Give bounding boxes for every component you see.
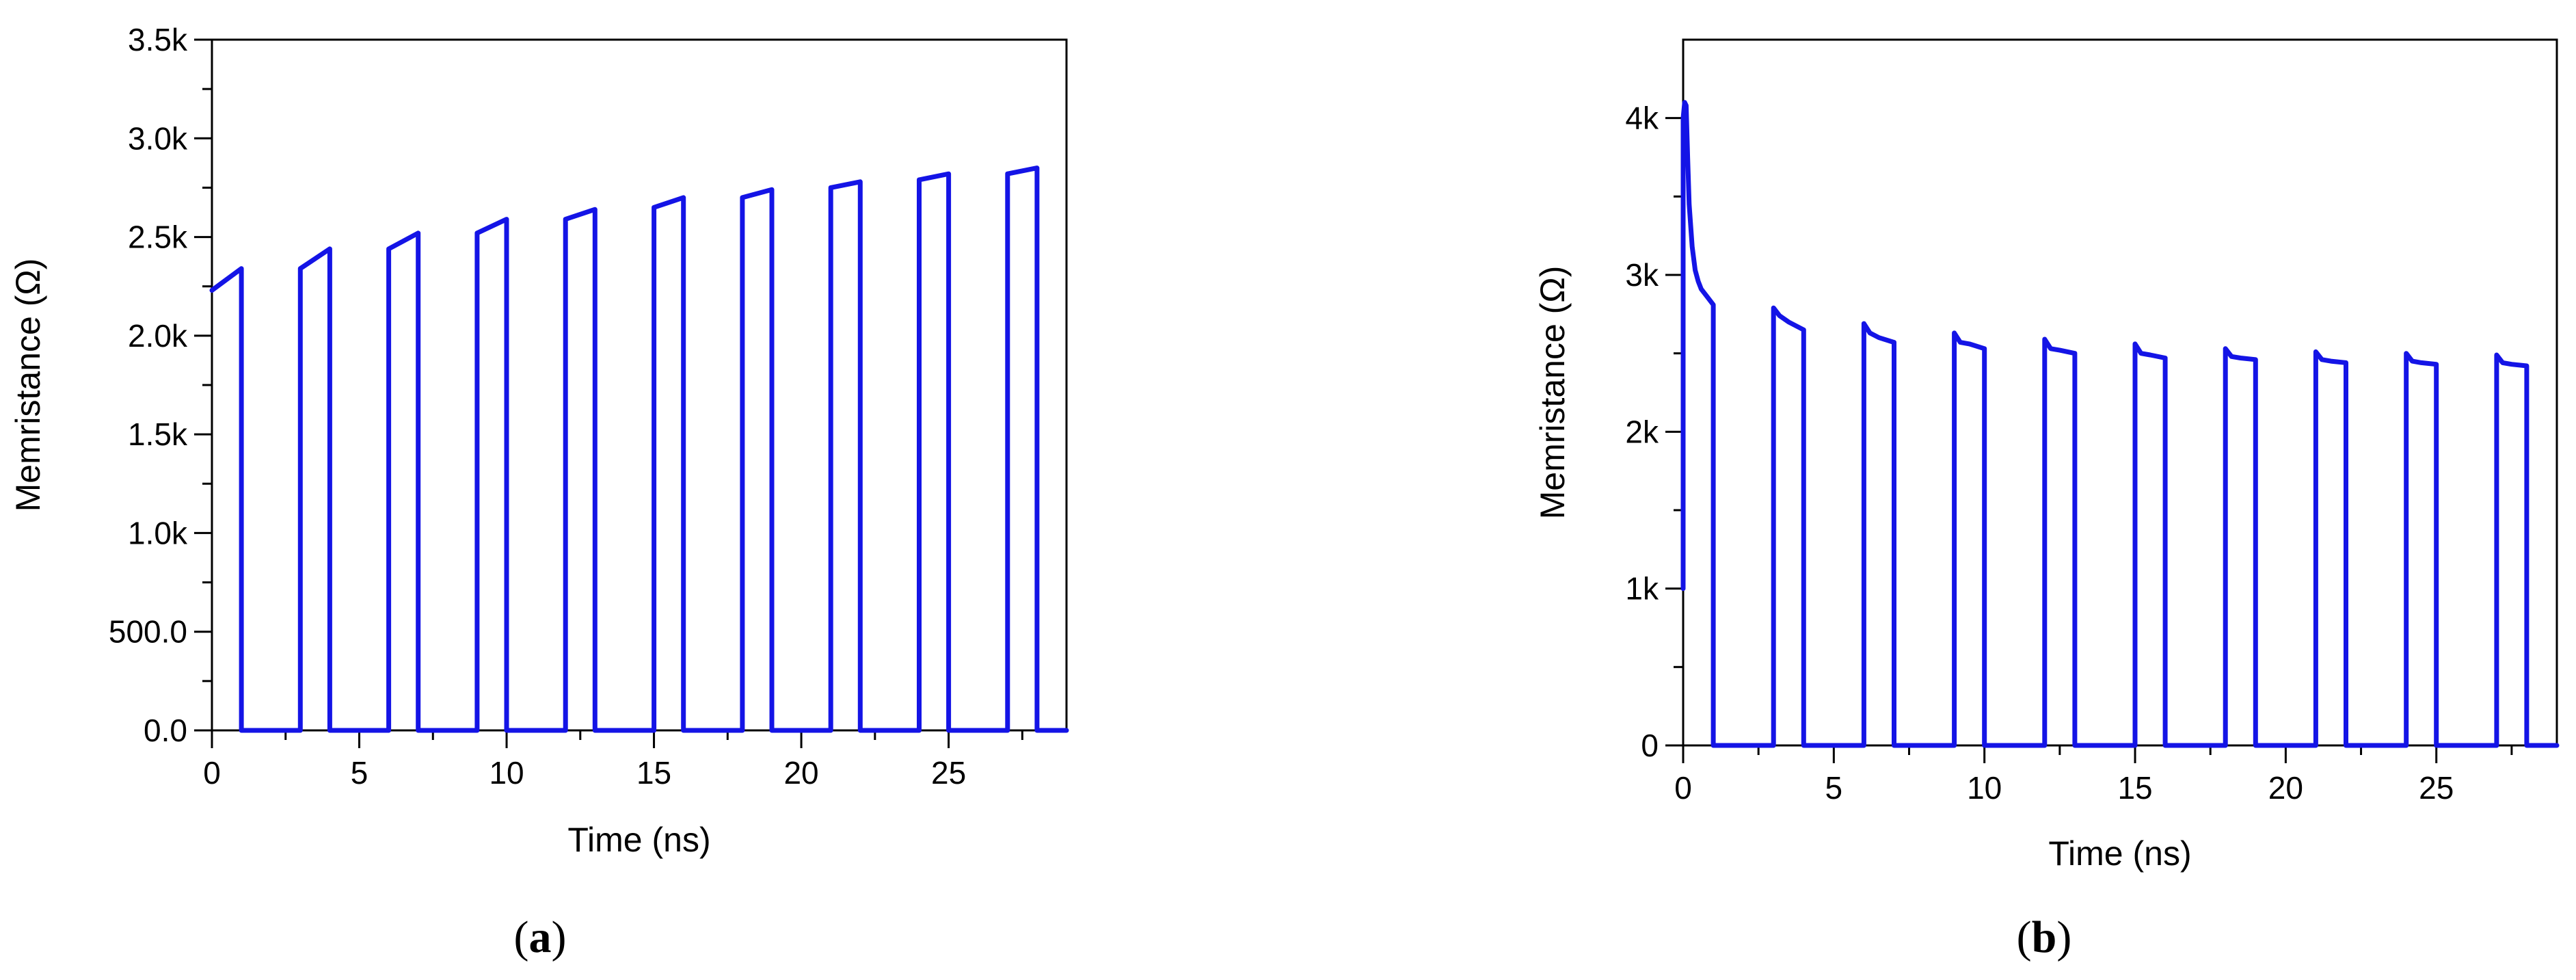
y-tick-label: 3.5k	[128, 22, 188, 57]
chart-b: 0 5 10 15 20 25 0 1k 2k 3k 4k Time (ns) Memristance …	[1533, 38, 2560, 873]
panel-b-label-open: (	[2017, 912, 2032, 962]
y-tick-label: 2.5k	[128, 220, 188, 255]
y-tick-label: 1.5k	[128, 416, 188, 452]
series-line	[209, 165, 1069, 733]
y-axis-label: Memristance (Ω)	[1533, 266, 1572, 520]
y-tick-label: 0	[1641, 728, 1659, 763]
y-axis-label: Memristance (Ω)	[9, 259, 47, 512]
x-tick-label: 20	[783, 755, 818, 791]
panel-a: 0 5 10 15 20 25 0.0 500.0 1.0k 1.5k 2.0k 2.5k 3.0k 3.…	[9, 22, 1069, 962]
panel-b-label-close: )	[2056, 912, 2071, 962]
x-tick-label: 0	[1674, 770, 1692, 806]
series-line	[1680, 100, 2560, 748]
panel-a-label-close: )	[552, 912, 567, 962]
x-tick-label: 5	[1825, 770, 1843, 806]
y-tick-label: 1.0k	[128, 515, 188, 551]
panel-b-label: (b)	[2017, 912, 2072, 962]
panel-a-label-letter: a	[529, 912, 552, 962]
chart-a: 0 5 10 15 20 25 0.0 500.0 1.0k 1.5k 2.0k 2.5k 3.0k 3.…	[9, 22, 1069, 859]
x-tick-label: 15	[636, 755, 671, 791]
x-tick-label: 20	[2268, 770, 2303, 806]
x-tick-label: 15	[2117, 770, 2152, 806]
panel-b-label-letter: b	[2032, 912, 2057, 962]
y-tick-label: 2k	[1625, 414, 1659, 449]
panel-a-label-open: (	[514, 912, 529, 962]
y-tick-label: 3k	[1625, 257, 1659, 293]
x-axis-label: Time (ns)	[567, 821, 710, 859]
plot-frame	[211, 38, 1068, 732]
x-tick-label: 5	[351, 755, 368, 791]
x-tick-label: 25	[931, 755, 966, 791]
panel-a-label: (a)	[514, 912, 567, 962]
x-axis-label: Time (ns)	[2048, 834, 2191, 873]
y-tick-label: 4k	[1625, 101, 1659, 136]
x-tick-label: 0	[203, 755, 221, 791]
y-tick-label: 0.0	[144, 713, 187, 748]
plot-frame	[1682, 38, 2558, 747]
x-tick-label: 10	[489, 755, 524, 791]
y-tick-label: 2.0k	[128, 318, 188, 354]
x-tick-label: 10	[1967, 770, 2002, 806]
y-tick-label: 1k	[1625, 571, 1659, 607]
y-tick-label: 3.0k	[128, 120, 188, 156]
y-tick-label: 500.0	[109, 614, 187, 650]
panel-b: 0 5 10 15 20 25 0 1k 2k 3k 4k Time (ns) Memristance …	[1533, 38, 2560, 962]
x-tick-label: 25	[2419, 770, 2454, 806]
